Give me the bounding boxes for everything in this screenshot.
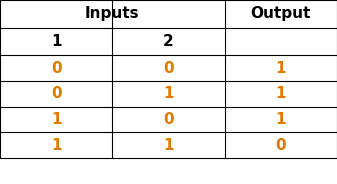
- Bar: [0, 0, 337, 158]
- Text: 0: 0: [51, 61, 61, 76]
- Text: 1: 1: [51, 34, 61, 49]
- Text: Inputs: Inputs: [85, 6, 140, 21]
- Text: 1: 1: [51, 138, 61, 153]
- Text: 0: 0: [276, 138, 286, 153]
- Text: 1: 1: [276, 86, 286, 101]
- Text: 2: 2: [163, 34, 174, 49]
- Text: 1: 1: [163, 86, 174, 101]
- Text: 1: 1: [163, 138, 174, 153]
- Text: 0: 0: [51, 86, 61, 101]
- Text: Output: Output: [251, 6, 311, 21]
- Text: 1: 1: [276, 112, 286, 127]
- Text: 0: 0: [163, 112, 174, 127]
- Text: 1: 1: [51, 112, 61, 127]
- Text: 0: 0: [163, 61, 174, 76]
- Text: 1: 1: [276, 61, 286, 76]
